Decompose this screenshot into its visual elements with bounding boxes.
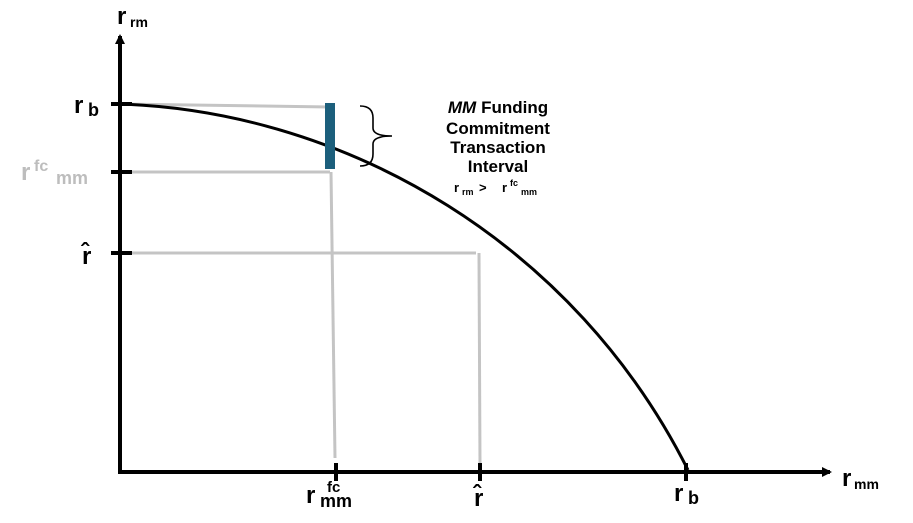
annotation-line: Interval bbox=[468, 157, 528, 176]
x-axis-label: r mm bbox=[842, 465, 879, 492]
label-part: r bbox=[842, 465, 851, 492]
label-part: b bbox=[688, 488, 699, 508]
frontier-curve bbox=[119, 102, 690, 471]
guide-lines bbox=[119, 102, 482, 467]
ticks bbox=[111, 102, 688, 481]
label-part: mm bbox=[521, 187, 537, 197]
interval-bar bbox=[325, 103, 335, 169]
label-part: r bbox=[454, 180, 459, 195]
x-tick-label: r fc mm bbox=[306, 479, 352, 511]
annotation-line: MM Funding bbox=[448, 98, 548, 117]
y-axis-label: r rm bbox=[117, 3, 148, 30]
label-part: rm bbox=[462, 187, 474, 197]
label-part: mm bbox=[320, 491, 352, 511]
label-part: r bbox=[502, 180, 507, 195]
y-tick-label: r fcmm bbox=[21, 158, 88, 188]
x-tick-label: r̂ bbox=[472, 484, 483, 512]
label-part: fc bbox=[327, 479, 340, 496]
label-part: mm bbox=[854, 476, 879, 492]
brace bbox=[359, 105, 393, 167]
label-part: r bbox=[674, 480, 683, 507]
label-part: r bbox=[21, 159, 30, 186]
label-part: rm bbox=[130, 14, 148, 30]
label-part: > bbox=[479, 180, 487, 195]
label-part: Funding bbox=[481, 98, 548, 117]
label-part: r bbox=[74, 92, 83, 119]
label-part: b bbox=[88, 100, 99, 120]
label-part: mm bbox=[56, 168, 88, 188]
label-part: r̂ bbox=[80, 242, 91, 270]
label-part: MM bbox=[448, 98, 477, 117]
label-part: fc bbox=[510, 178, 518, 188]
y-tick-label: r̂ bbox=[80, 242, 91, 270]
guide-line bbox=[477, 252, 482, 467]
label-part: fc bbox=[34, 158, 48, 175]
annotation-line: Commitment bbox=[446, 119, 550, 138]
label-part: r bbox=[306, 482, 315, 509]
guide-line bbox=[329, 171, 337, 459]
annotation-condition: r rm > r fcmm bbox=[454, 178, 537, 197]
label-part: r̂ bbox=[472, 484, 483, 512]
guide-line bbox=[119, 102, 331, 109]
annotation-line: Transaction bbox=[450, 138, 545, 157]
label-part: r bbox=[117, 3, 126, 30]
